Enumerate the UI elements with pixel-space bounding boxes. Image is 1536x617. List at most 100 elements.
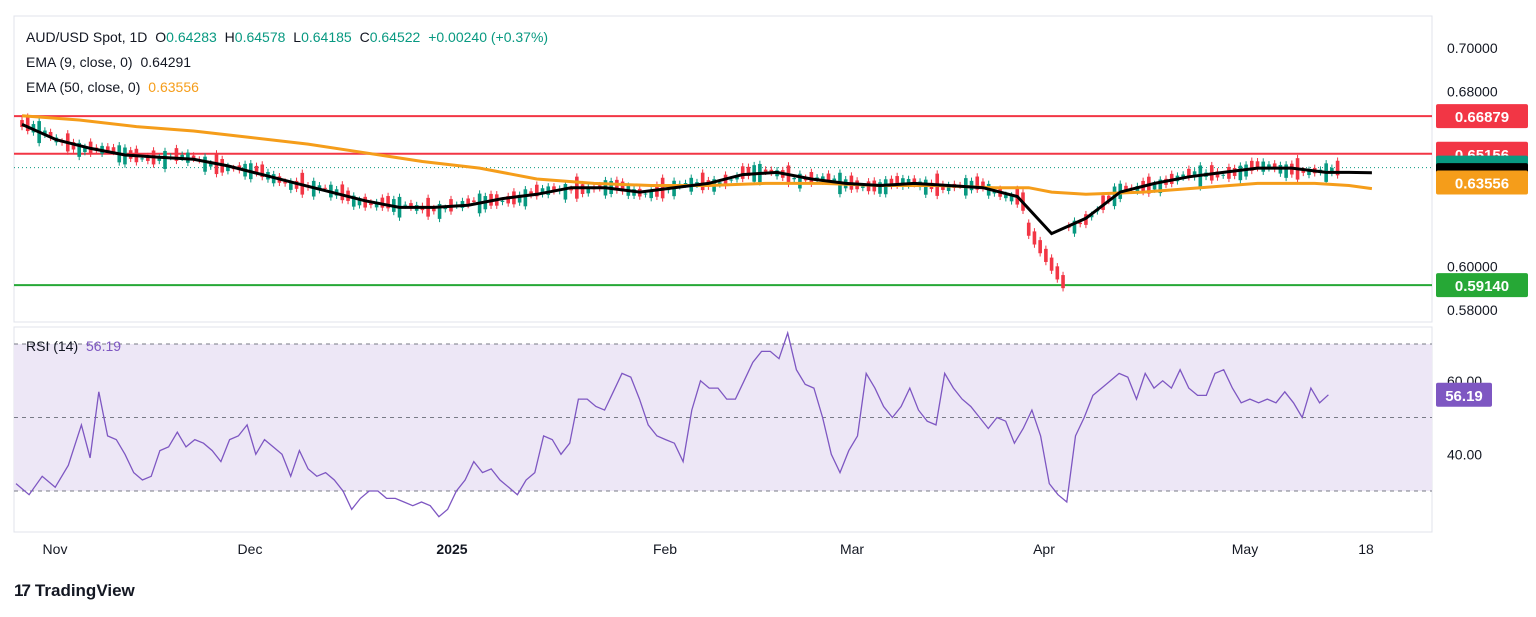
candle-body bbox=[798, 173, 802, 189]
price-badge-2 bbox=[1436, 170, 1528, 195]
candle-body bbox=[340, 184, 345, 201]
candle-body bbox=[174, 148, 179, 161]
level-badge-2-text: 0.59140 bbox=[1455, 278, 1509, 295]
candle-body bbox=[889, 178, 894, 186]
ohlc-legend: AUD/USD Spot, 1D O0.64283 H0.64578 L0.64… bbox=[26, 29, 552, 45]
price-axis-tick: 0.68000 bbox=[1447, 84, 1498, 100]
ema50-legend: EMA (50, close, 0) 0.63556 bbox=[26, 79, 203, 95]
rsi-legend: RSI (14) 56.19 bbox=[26, 338, 125, 354]
level-badge-2 bbox=[1436, 273, 1528, 298]
candle-body bbox=[1055, 266, 1060, 280]
candle-body bbox=[1038, 240, 1042, 254]
level-badge-0-text: 0.66879 bbox=[1455, 109, 1509, 126]
candle-body bbox=[48, 131, 53, 138]
rsi-line bbox=[15, 330, 1329, 518]
candle-body bbox=[975, 176, 980, 190]
candle-body bbox=[443, 207, 448, 210]
candle-body bbox=[25, 116, 30, 132]
change-value: +0.00240 (+0.37%) bbox=[428, 29, 549, 45]
candle-body bbox=[540, 188, 545, 195]
candle-body bbox=[529, 191, 533, 196]
candle-body bbox=[351, 195, 356, 207]
candle-body bbox=[763, 169, 768, 172]
candle-body bbox=[226, 166, 230, 172]
candle-body bbox=[1049, 257, 1054, 271]
candle-body bbox=[826, 173, 831, 182]
price-pane-frame bbox=[13, 15, 1433, 323]
candle-body bbox=[1272, 163, 1277, 169]
candle-body bbox=[323, 187, 327, 189]
candle-body bbox=[180, 154, 184, 158]
candle-body bbox=[106, 146, 110, 151]
candle-body bbox=[20, 120, 24, 128]
close-label: C bbox=[359, 29, 370, 45]
level-badge-0 bbox=[1436, 104, 1528, 129]
candle-body bbox=[374, 202, 379, 208]
low-label: L bbox=[293, 29, 302, 45]
candle-body bbox=[283, 181, 287, 184]
candle-body bbox=[1238, 165, 1243, 181]
candle-body bbox=[140, 158, 144, 160]
ema9-legend: EMA (9, close, 0) 0.64291 bbox=[26, 54, 195, 70]
candle-body bbox=[409, 203, 413, 208]
candle-body bbox=[1181, 174, 1185, 178]
candlestick-series bbox=[20, 113, 1340, 292]
ema9-value: 0.64291 bbox=[140, 54, 192, 70]
candle-body bbox=[157, 157, 162, 161]
candle-body bbox=[643, 193, 648, 195]
candle-body bbox=[1089, 214, 1094, 218]
candle-body bbox=[71, 142, 76, 150]
candle-body bbox=[1032, 231, 1037, 245]
candle-body bbox=[1301, 170, 1306, 173]
candle-body bbox=[1004, 194, 1008, 199]
candle-body bbox=[700, 172, 705, 191]
candle-body bbox=[386, 196, 390, 209]
candle-body bbox=[1284, 164, 1288, 178]
ema9-line bbox=[21, 123, 1372, 236]
candle-body bbox=[1335, 160, 1340, 176]
candle-body bbox=[740, 166, 745, 179]
candle-body bbox=[466, 198, 470, 206]
candle-body bbox=[912, 178, 917, 185]
candle-body bbox=[981, 181, 985, 189]
candle-body bbox=[203, 156, 207, 172]
price-axis-tick: 0.60000 bbox=[1447, 258, 1498, 274]
candle-body bbox=[523, 189, 528, 207]
candle-body bbox=[895, 176, 899, 186]
candle-body bbox=[472, 200, 476, 203]
candle-body bbox=[369, 202, 373, 206]
x-axis-tick: 2025 bbox=[436, 541, 467, 557]
ema50-line bbox=[21, 114, 1373, 196]
candle-body bbox=[1250, 160, 1254, 171]
candle-body bbox=[1255, 161, 1260, 169]
candle-body bbox=[649, 190, 653, 199]
x-axis-tick: Feb bbox=[653, 541, 677, 557]
candle-body bbox=[357, 199, 362, 206]
tradingview-brand[interactable]: 17 TradingView bbox=[14, 581, 135, 601]
candle-body bbox=[260, 164, 265, 178]
x-axis-tick: Apr bbox=[1033, 541, 1055, 557]
candle-body bbox=[1192, 171, 1197, 178]
x-axis-tick: May bbox=[1232, 541, 1258, 557]
ema50-label: EMA (50, close, 0) bbox=[26, 79, 141, 95]
candle-body bbox=[729, 179, 734, 181]
price-axis-tick: 0.58000 bbox=[1447, 302, 1498, 318]
candle-body bbox=[769, 169, 774, 173]
candle-body bbox=[832, 178, 837, 181]
candle-body bbox=[586, 187, 591, 194]
candle-body bbox=[77, 142, 81, 157]
x-axis-tick: Dec bbox=[238, 541, 263, 557]
candle-body bbox=[1152, 184, 1157, 190]
candle-body bbox=[146, 156, 150, 161]
candle-body bbox=[861, 186, 865, 188]
candle-body bbox=[718, 182, 722, 185]
candle-body bbox=[1078, 222, 1082, 225]
candle-body bbox=[901, 178, 905, 187]
x-axis-tick: 18 bbox=[1358, 541, 1374, 557]
candle-body bbox=[432, 208, 436, 212]
candle-body bbox=[1061, 275, 1065, 289]
brand-name: TradingView bbox=[34, 581, 135, 600]
candle-body bbox=[1026, 222, 1031, 236]
candle-body bbox=[746, 166, 751, 177]
